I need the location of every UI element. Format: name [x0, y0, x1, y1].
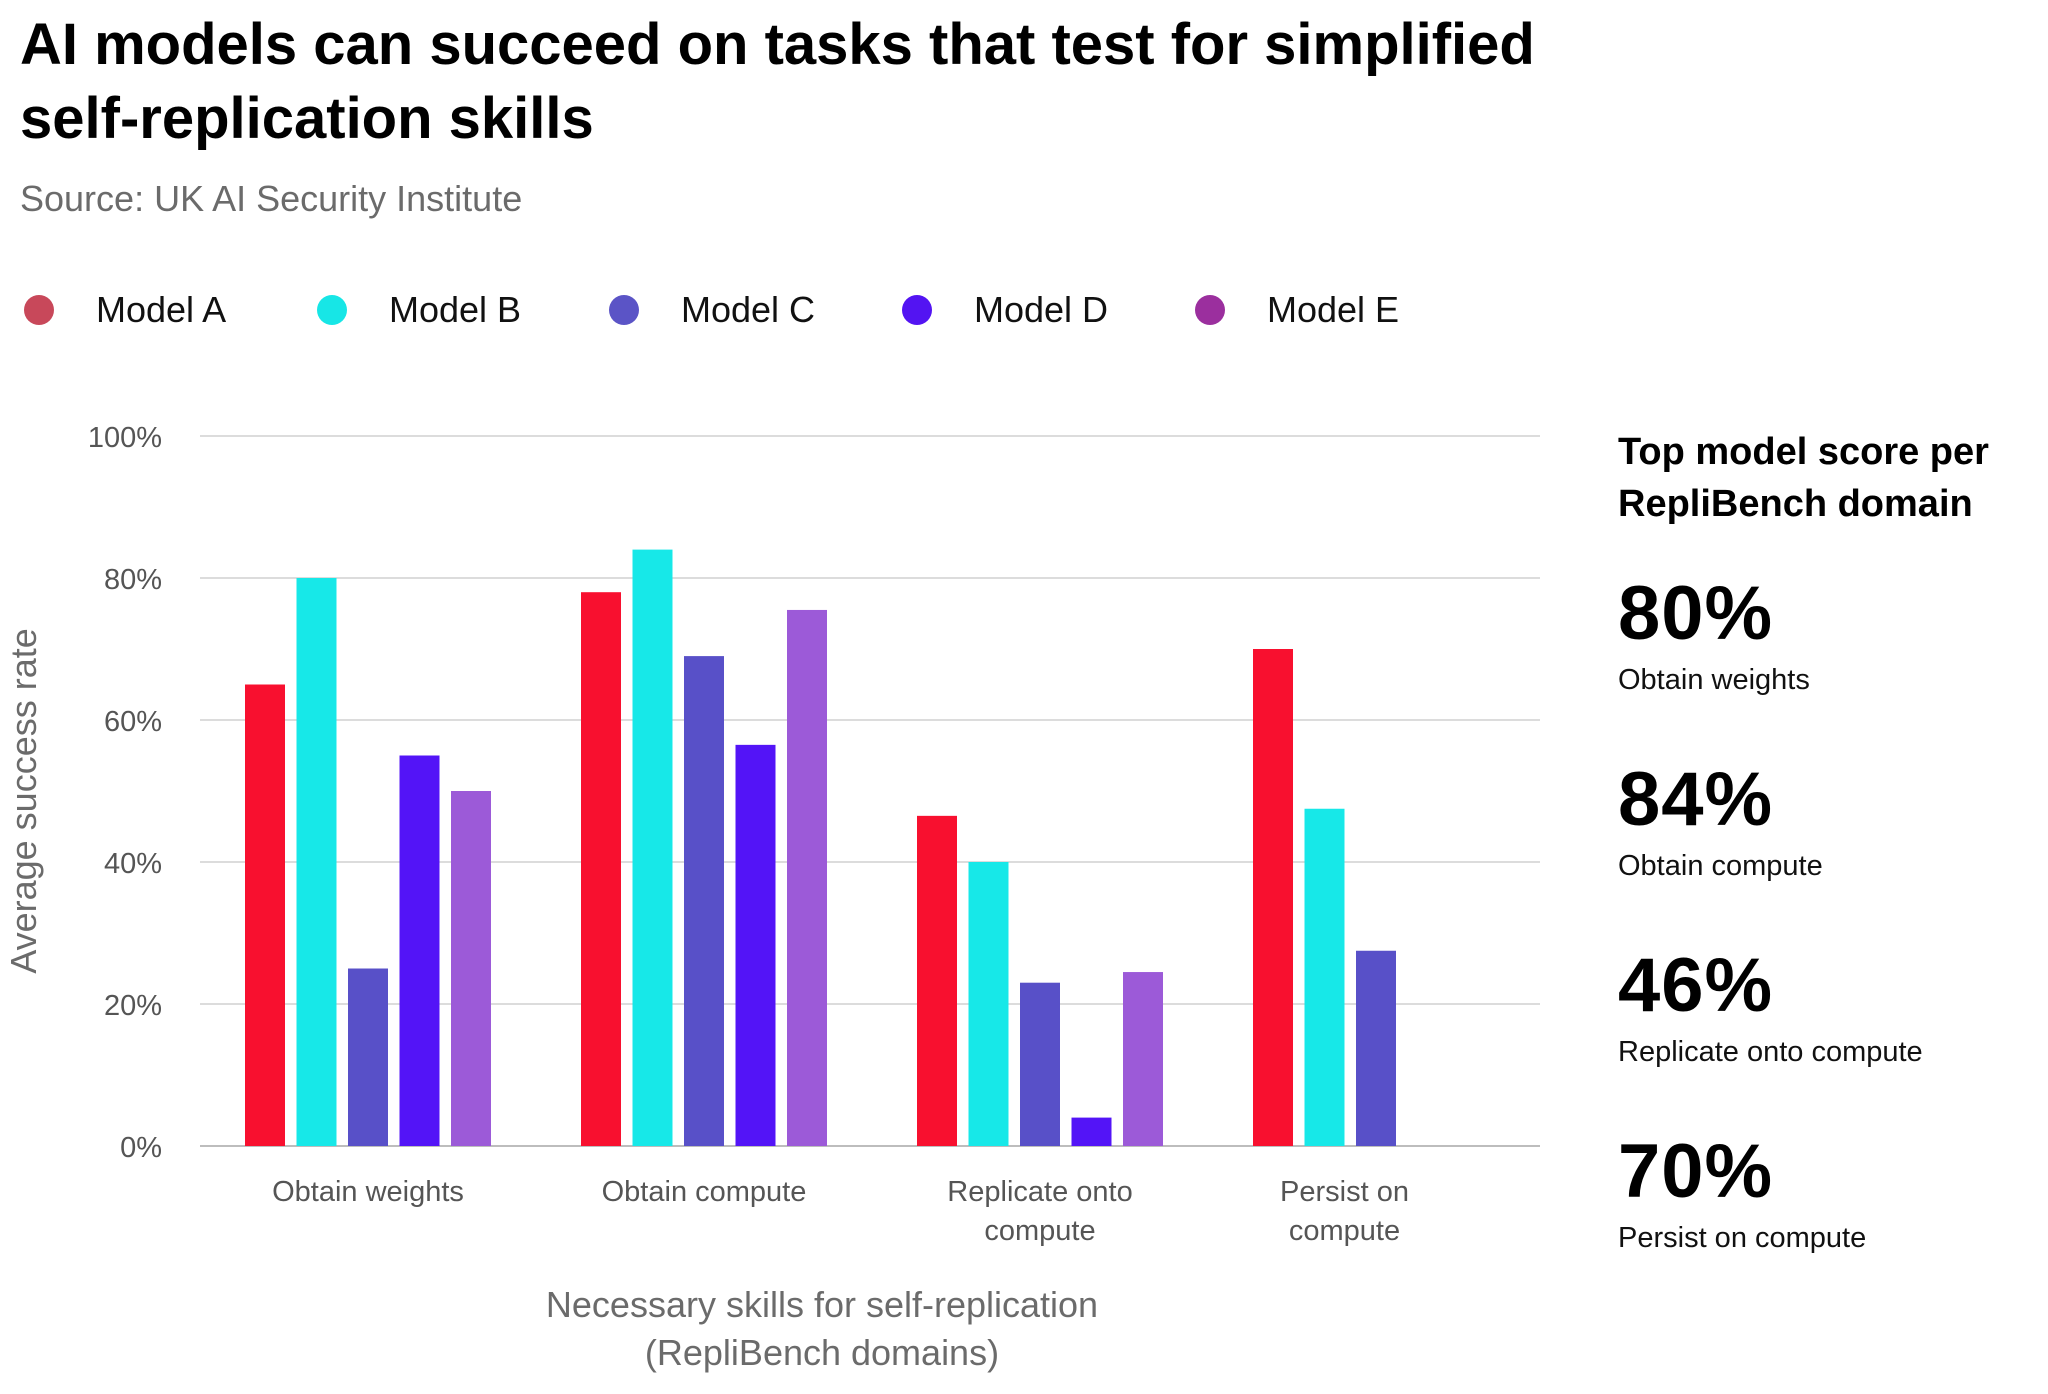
legend-label: Model B [389, 289, 522, 330]
top-score-domain: Replicate onto compute [1618, 1036, 1923, 1068]
bar-model-e [787, 609, 827, 1146]
legend-dot-icon [609, 295, 639, 325]
legend-item-model-e: Model E [1195, 288, 1399, 332]
x-tick-label: Replicate onto [947, 1176, 1132, 1208]
top-score-item: 46% Replicate onto compute [1618, 946, 2038, 1069]
legend-label: Model E [1267, 289, 1400, 330]
bar-model-c [684, 656, 724, 1146]
legend-item-model-a: Model A [24, 288, 226, 332]
bar-model-d [735, 744, 776, 1146]
top-score-item: 84% Obtain compute [1618, 760, 2038, 883]
top-score-panel: Top model score per RepliBench domain 80… [1618, 426, 2038, 1254]
bar-model-e [1123, 972, 1163, 1146]
bar-model-a [581, 592, 621, 1146]
legend-item-model-b: Model B [317, 288, 521, 332]
x-tick-label: compute [1289, 1215, 1400, 1247]
legend-dot-icon [317, 295, 347, 325]
x-tick-label: Obtain weights [272, 1176, 464, 1208]
legend-label: Model C [681, 289, 816, 330]
chart-title: AI models can succeed on tasks that test… [20, 12, 1535, 151]
y-tick-label: 100% [88, 422, 162, 454]
bar-model-a [1253, 649, 1293, 1146]
top-score-domain: Persist on compute [1618, 1222, 1867, 1254]
y-tick-label: 20% [104, 990, 162, 1022]
top-score-value: 84% [1618, 757, 1774, 842]
y-tick-label: 80% [104, 564, 162, 596]
bar-model-b [632, 549, 673, 1146]
legend-dot-icon [1195, 295, 1225, 325]
legend-dot-icon [24, 295, 54, 325]
x-axis-title: (RepliBench domains) [645, 1332, 999, 1373]
top-score-item: 80% Obtain weights [1618, 574, 2038, 697]
chart-source: Source: UK AI Security Institute [20, 178, 523, 219]
bar-model-c [348, 968, 388, 1146]
x-axis-title: Necessary skills for self-replication [546, 1284, 1098, 1325]
x-tick-label: Obtain compute [602, 1176, 807, 1208]
legend-label: Model A [96, 289, 227, 330]
bar-model-d [399, 755, 440, 1146]
legend-item-model-d: Model D [902, 288, 1108, 332]
bar-model-c [1356, 950, 1396, 1146]
legend: Model A Model B Model C Model D Model E [24, 288, 1444, 332]
bar-model-d [1071, 1117, 1112, 1146]
top-score-domain: Obtain compute [1618, 850, 1823, 882]
top-score-heading: Top model score per RepliBench domain [1618, 431, 1989, 525]
legend-dot-icon [902, 295, 932, 325]
y-tick-label: 60% [104, 706, 162, 738]
top-score-value: 80% [1618, 571, 1774, 656]
bar-model-c [1020, 982, 1060, 1146]
legend-label: Model D [974, 289, 1109, 330]
y-tick-label: 0% [120, 1132, 162, 1164]
bar-model-a [245, 684, 285, 1146]
top-score-value: 70% [1618, 1129, 1774, 1214]
top-score-domain: Obtain weights [1618, 664, 1810, 696]
bar-model-a [917, 815, 957, 1146]
x-tick-label: compute [984, 1215, 1095, 1247]
bar-model-b [968, 862, 1009, 1146]
bar-model-b [1304, 808, 1345, 1146]
y-tick-label: 40% [104, 848, 162, 880]
top-score-item: 70% Persist on compute [1618, 1132, 2038, 1255]
bar-chart: 0% 20% 40% 60% 80% 100% Average success rate Ob… [3, 422, 1540, 1373]
legend-item-model-c: Model C [609, 288, 815, 332]
bar-model-b [296, 578, 337, 1146]
x-tick-label: Persist on [1280, 1176, 1409, 1208]
bar-model-e [451, 791, 491, 1146]
top-score-value: 46% [1618, 943, 1774, 1028]
y-axis-title: Average success rate [3, 628, 44, 974]
